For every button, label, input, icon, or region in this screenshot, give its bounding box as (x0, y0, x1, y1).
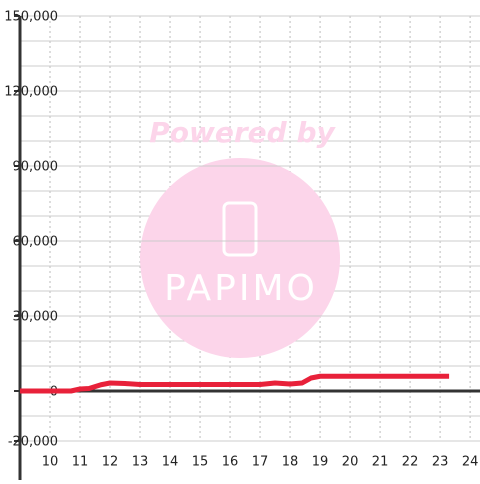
watermark-circle (140, 158, 340, 358)
x-tick-label: 21 (372, 455, 389, 470)
x-tick-label: 17 (252, 455, 269, 470)
y-tick-label: 90,000 (13, 160, 59, 175)
x-tick-label: 18 (282, 455, 299, 470)
watermark-text: Powered by (149, 116, 336, 149)
y-tick-label: 120,000 (4, 85, 58, 100)
x-tick-label: 24 (462, 455, 479, 470)
x-tick-label: 19 (312, 455, 329, 470)
x-tick-label: 22 (402, 455, 419, 470)
x-tick-label: 10 (42, 455, 59, 470)
line-series (20, 373, 450, 394)
x-tick-label: 14 (162, 455, 179, 470)
y-tick-label: -20,000 (8, 435, 58, 450)
watermark-phone (222, 201, 258, 257)
y-tick-label: 150,000 (4, 10, 58, 25)
y-tick-label: 30,000 (13, 310, 59, 325)
x-tick-label: 12 (102, 455, 119, 470)
watermark-logo: PAPIMO (164, 268, 318, 309)
x-tick-label: 23 (432, 455, 449, 470)
x-tick-label: 16 (222, 455, 239, 470)
x-tick-label: 15 (192, 455, 209, 470)
x-tick-label: 20 (342, 455, 359, 470)
x-tick-label: 13 (132, 455, 149, 470)
x-tick-label: 11 (72, 455, 89, 470)
y-tick-label: 60,000 (13, 235, 59, 250)
